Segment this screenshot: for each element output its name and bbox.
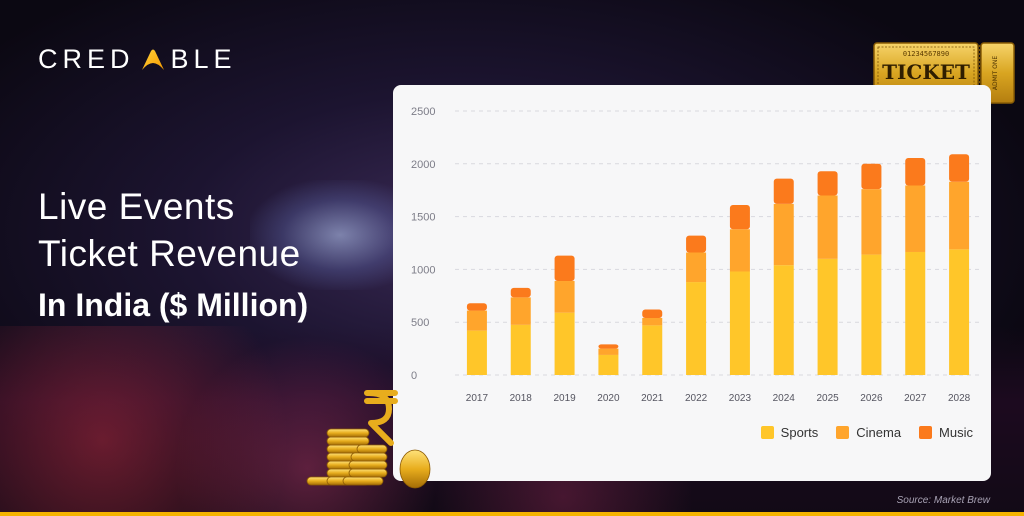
legend-label-sports: Sports <box>780 425 819 440</box>
ticket-serial-top: 01234567890 <box>903 50 949 58</box>
headline-line-3: In India ($ Million) <box>38 287 309 323</box>
logo-text-prefix: CRED <box>38 44 135 74</box>
bar-cinema-2028 <box>949 181 970 250</box>
x-tick-label: 2022 <box>685 393 708 404</box>
x-tick-label: 2023 <box>729 393 752 404</box>
bar-sports-2019 <box>554 312 575 375</box>
y-tick-label: 1500 <box>411 212 435 224</box>
bar-music-2027 <box>905 157 926 186</box>
x-tick-label: 2021 <box>641 393 664 404</box>
legend-item-sports: Sports <box>760 425 819 440</box>
credable-logo: CRED BLE <box>38 44 237 75</box>
logo-a-icon <box>141 49 164 70</box>
chart-legend: Sports Cinema Music <box>760 425 973 440</box>
bar-cinema-2020 <box>598 348 619 355</box>
headline: Live Events Ticket Revenue In India ($ M… <box>38 183 308 331</box>
bar-sports-2023 <box>729 271 750 375</box>
bar-cinema-2024 <box>773 203 794 266</box>
bar-cinema-2019 <box>554 281 575 313</box>
bar-cinema-2022 <box>686 252 707 283</box>
bar-cinema-2021 <box>642 317 663 326</box>
bar-music-2021 <box>642 309 663 318</box>
bar-sports-2028 <box>949 249 970 375</box>
legend-swatch-music <box>919 426 933 439</box>
bar-cinema-2017 <box>466 310 487 331</box>
chart-card: 0 500 1000 1500 2000 2500 2017 2018 2019 2020 2021… <box>393 85 991 481</box>
legend-item-music: Music <box>919 425 973 440</box>
x-tick-label: 2025 <box>816 393 839 404</box>
bar-cinema-2026 <box>861 189 882 255</box>
headline-line-2: Ticket Revenue <box>38 233 301 274</box>
bar-music-2022 <box>686 235 707 253</box>
legend-label-cinema: Cinema <box>856 425 902 440</box>
bar-music-2023 <box>729 204 750 230</box>
legend-label-music: Music <box>939 425 973 440</box>
y-tick-label: 500 <box>411 317 429 329</box>
ticket-word: TICKET <box>882 60 970 84</box>
y-tick-label: 1000 <box>411 264 435 276</box>
bar-music-2026 <box>861 163 882 190</box>
bar-sports-2024 <box>773 265 794 375</box>
bar-music-2017 <box>466 303 487 311</box>
bar-music-2028 <box>949 154 970 182</box>
bar-sports-2017 <box>466 330 487 375</box>
y-tick-label: 2500 <box>411 106 435 118</box>
x-tick-label: 2020 <box>597 393 620 404</box>
rupee-coins-icon <box>306 390 431 489</box>
ticket-side-text: ADMIT ONE <box>992 56 999 90</box>
legend-swatch-cinema <box>836 426 850 439</box>
logo-text-suffix: BLE <box>170 44 237 74</box>
bar-chart: 0 500 1000 1500 2000 2500 2017 2018 2019 2020 2021… <box>411 106 981 404</box>
legend-swatch-sports <box>760 426 774 439</box>
bar-sports-2018 <box>510 324 531 375</box>
legend-item-cinema: Cinema <box>836 425 901 440</box>
x-tick-label: 2019 <box>553 393 576 404</box>
bar-sports-2022 <box>686 282 707 375</box>
x-tick-label: 2017 <box>466 393 489 404</box>
x-tick-label: 2018 <box>510 393 533 404</box>
bar-cinema-2023 <box>729 229 750 272</box>
bar-sports-2027 <box>905 251 926 375</box>
x-tick-label: 2024 <box>773 393 796 404</box>
source-note: Source: Market Brew <box>896 495 990 506</box>
bar-music-2019 <box>554 255 575 282</box>
x-tick-label: 2026 <box>860 393 883 404</box>
bar-sports-2025 <box>817 258 838 375</box>
x-tick-label: 2028 <box>948 393 971 404</box>
bar-music-2018 <box>510 287 531 298</box>
bar-sports-2020 <box>598 354 619 375</box>
bar-sports-2021 <box>642 325 663 375</box>
y-tick-label: 2000 <box>411 159 435 171</box>
headline-line-1: Live Events <box>38 186 235 227</box>
bar-cinema-2025 <box>817 195 838 259</box>
accent-bar <box>0 512 1024 516</box>
bar-music-2020 <box>598 344 619 349</box>
bar-music-2025 <box>817 171 838 196</box>
y-tick-label: 0 <box>411 370 417 382</box>
bar-music-2024 <box>773 178 794 204</box>
bar-cinema-2018 <box>510 297 531 325</box>
ticket-icon: 01234567890 TICKET 01234567890 ADMIT ONE <box>873 42 1015 104</box>
x-tick-label: 2027 <box>904 393 927 404</box>
bar-sports-2026 <box>861 254 882 375</box>
bar-cinema-2027 <box>905 185 926 252</box>
